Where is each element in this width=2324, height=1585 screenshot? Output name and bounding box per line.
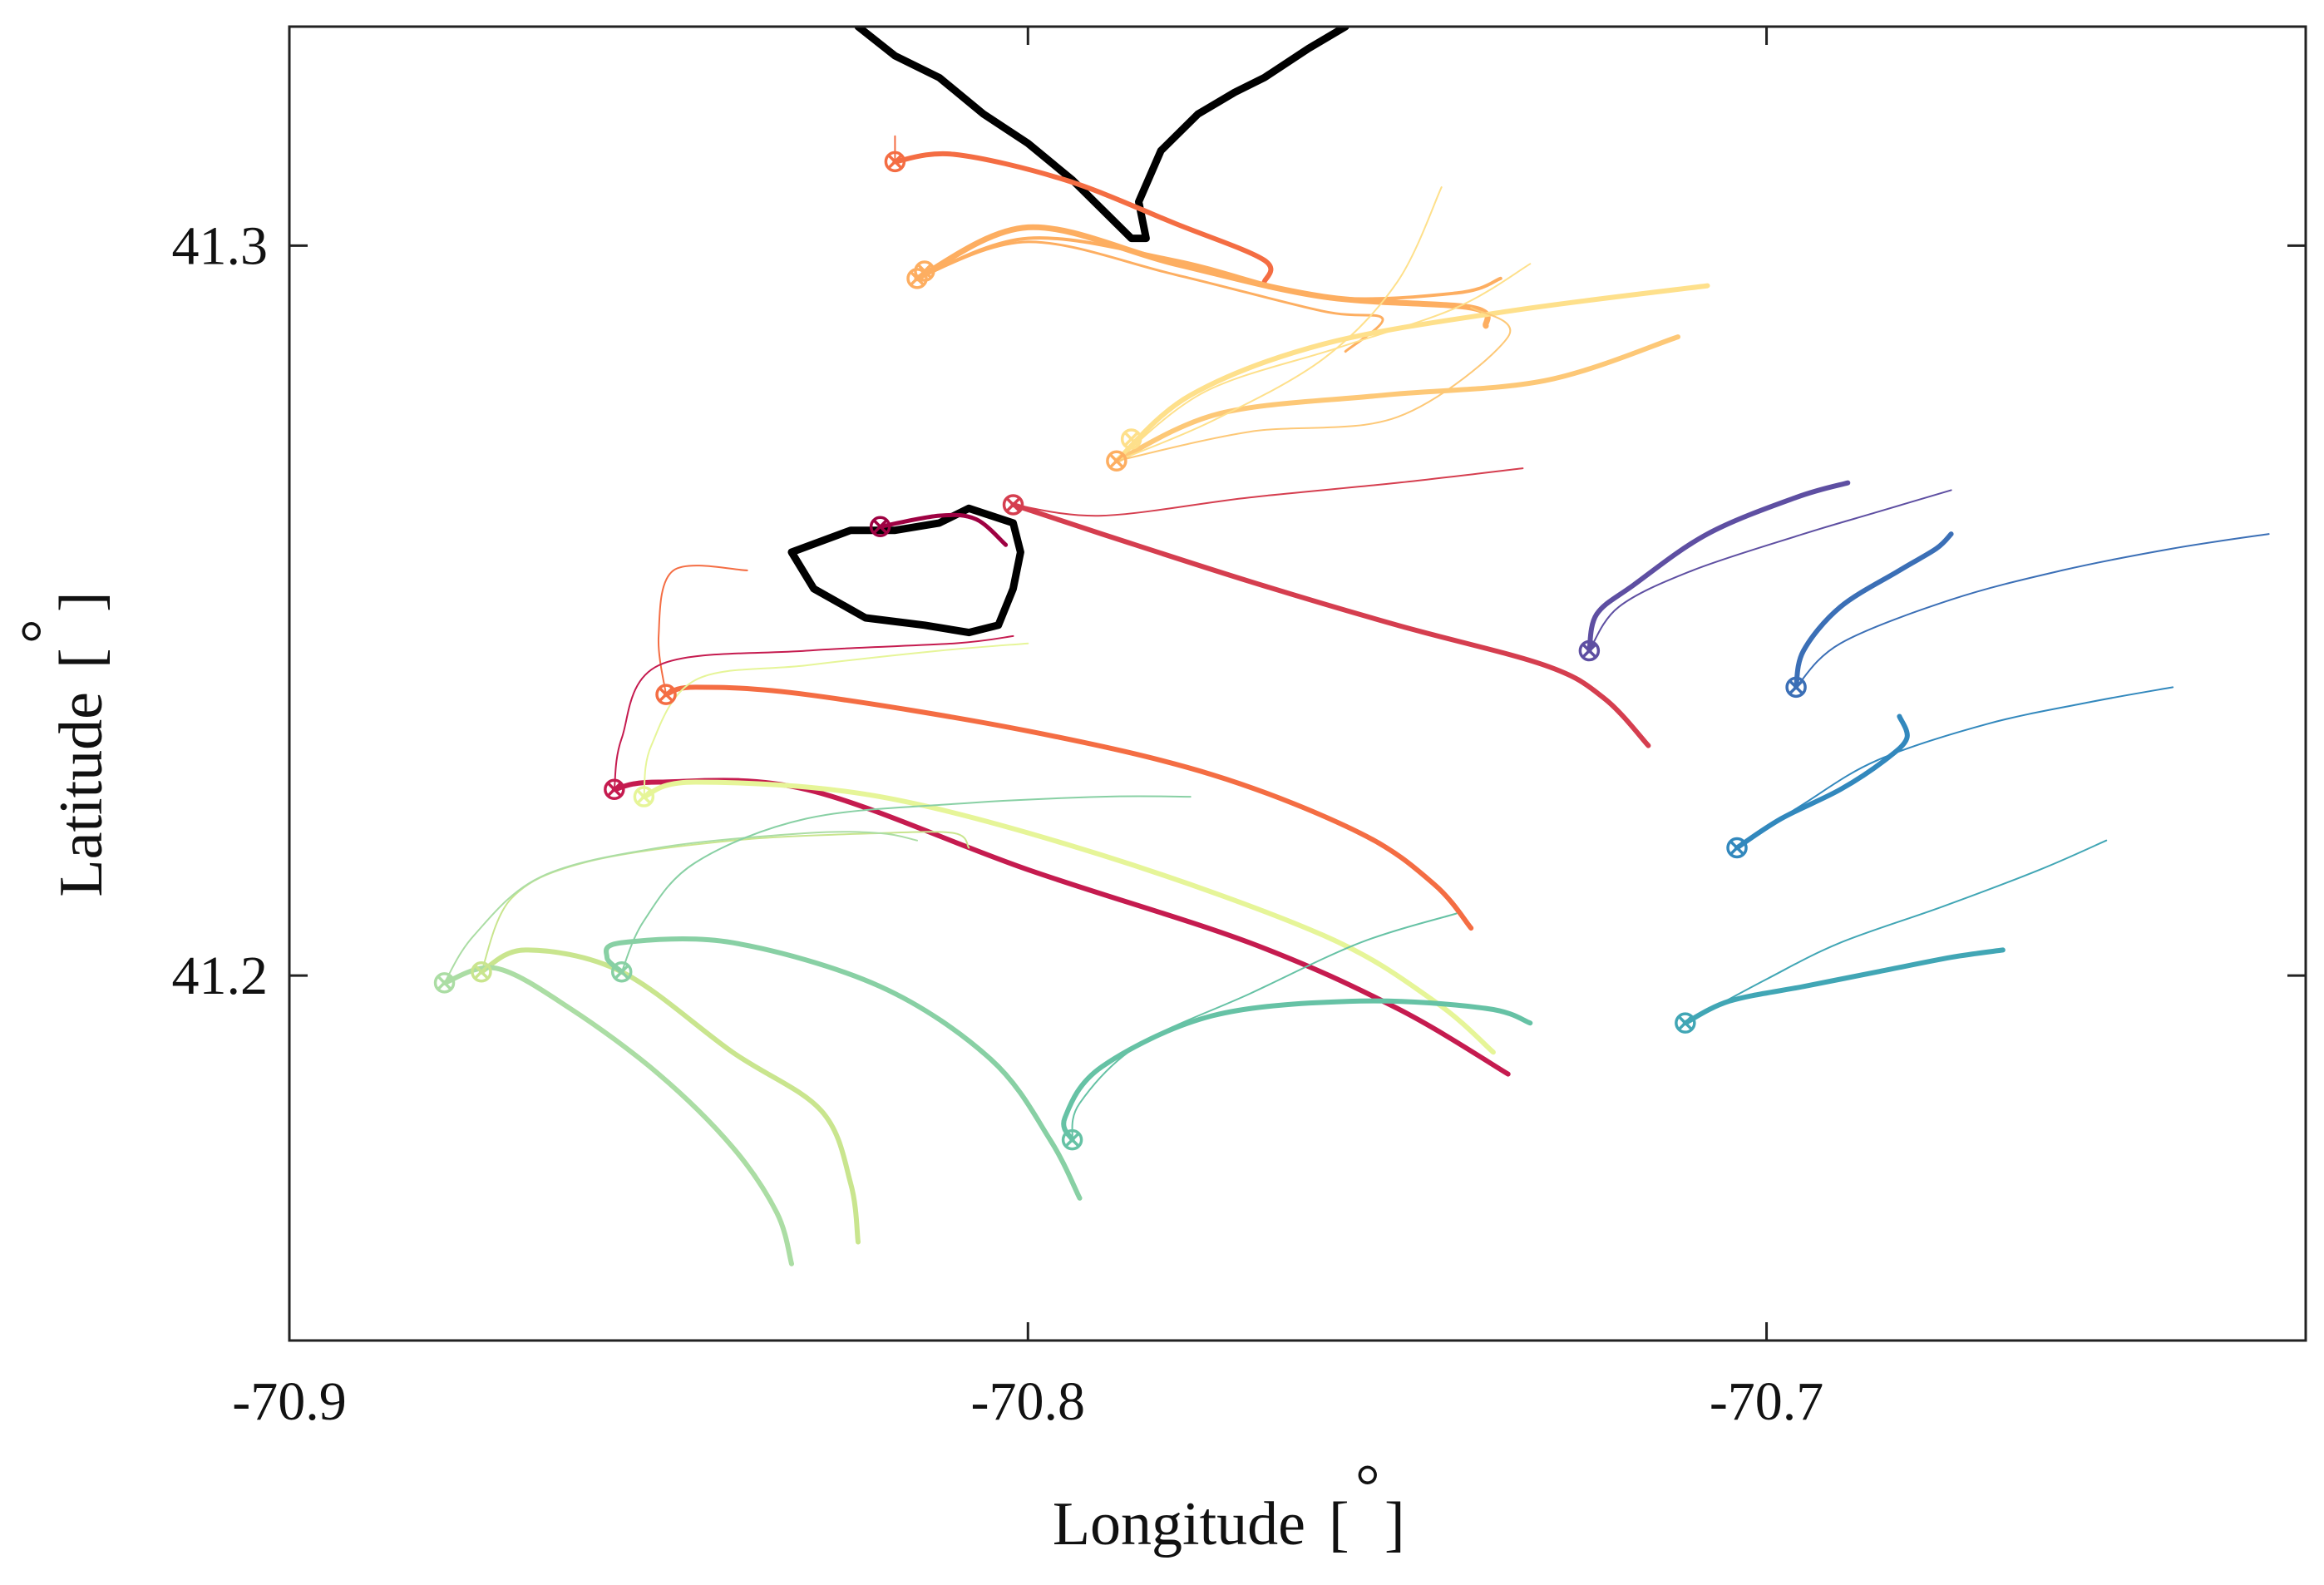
trajectory-line-4 <box>915 236 1502 301</box>
trajectory-line-33 <box>1736 686 2174 849</box>
trajectory-line-19 <box>643 642 1029 798</box>
trajectory-line-27 <box>1071 912 1458 1141</box>
x-tick-label: -70.7 <box>1710 1371 1823 1432</box>
start-marker-5 <box>1120 428 1142 450</box>
start-marker-4 <box>1106 450 1127 472</box>
y-tick-label: 41.2 <box>172 946 269 1006</box>
trajectory-line-11 <box>1010 501 1651 748</box>
start-marker-17 <box>1726 837 1748 859</box>
start-marker-3 <box>914 260 935 282</box>
start-marker-11 <box>471 960 492 983</box>
y-axis-title-group: Latitude [ ° ] <box>9 591 116 896</box>
trajectory-line-9 <box>1115 186 1443 462</box>
axis-ticks: -70.9 -70.8 -70.7 41.2 41.3 <box>172 27 2306 1432</box>
trajectory-line-18 <box>641 779 1496 1055</box>
start-marker-16 <box>1785 676 1807 699</box>
trajectory-line-25 <box>620 795 1192 973</box>
trajectory-line-24 <box>603 936 1083 1201</box>
trajectory-line-28 <box>1586 480 1851 654</box>
trajectory-line-7 <box>1113 334 1680 464</box>
x-tick-label: -70.9 <box>232 1371 346 1432</box>
start-marker-15 <box>1578 639 1601 662</box>
x-tick-label: -70.8 <box>971 1371 1085 1432</box>
start-marker-13 <box>610 960 633 983</box>
trajectory-line-21 <box>481 831 970 973</box>
trajectory-line-29 <box>1588 489 1952 652</box>
coastlines <box>787 27 1349 637</box>
island <box>787 504 1024 637</box>
trajectory-line-20 <box>479 947 861 1245</box>
coastline-north <box>854 27 1349 243</box>
start-marker-6 <box>1002 494 1024 516</box>
start-marker-8 <box>655 684 677 705</box>
x-axis-unit-bracket-close: ] <box>1384 1490 1405 1558</box>
trajectory-line-17 <box>613 634 1014 791</box>
y-axis-unit-symbol: ° <box>9 619 77 644</box>
start-marker-10 <box>633 786 655 807</box>
y-axis-unit-bracket: [ <box>47 648 116 669</box>
trajectories <box>442 135 2270 1267</box>
trajectory-line-34 <box>1682 947 2006 1026</box>
trajectory-line-14 <box>664 684 1474 931</box>
y-axis-title: Latitude <box>47 692 116 897</box>
start-marker-7 <box>869 516 891 538</box>
trajectory-line-23 <box>443 831 918 984</box>
trajectory-line-31 <box>1795 533 2270 689</box>
y-tick-label: 41.3 <box>172 215 269 276</box>
start-marker-1 <box>884 151 906 173</box>
x-axis-title: Longitude <box>1053 1490 1305 1558</box>
trajectory-line-35 <box>1684 839 2108 1025</box>
x-axis-unit-bracket: [ <box>1329 1490 1349 1558</box>
plot-area <box>433 27 2270 1267</box>
trajectory-line-22 <box>442 965 794 1267</box>
start-marker-18 <box>1675 1012 1696 1034</box>
trajectory-line-15 <box>657 565 748 696</box>
x-axis-unit-symbol: ° <box>1355 1453 1380 1521</box>
trajectory-line-13 <box>878 512 1009 547</box>
trajectory-line-26 <box>1061 998 1533 1143</box>
trajectory-line-10 <box>1115 306 1512 462</box>
y-axis-unit-bracket-close: ] <box>47 591 116 612</box>
trajectory-line-12 <box>1012 467 1524 517</box>
trajectory-line-3 <box>914 224 1491 329</box>
start-marker-14 <box>1061 1128 1083 1151</box>
trajectory-line-1 <box>892 151 1274 285</box>
axes-frame <box>288 25 2307 1342</box>
start-marker-12 <box>433 972 456 994</box>
start-markers <box>433 151 1807 1151</box>
start-marker-9 <box>604 778 625 801</box>
trajectory-line-30 <box>1794 531 1954 690</box>
trajectory-line-5 <box>915 240 1384 353</box>
